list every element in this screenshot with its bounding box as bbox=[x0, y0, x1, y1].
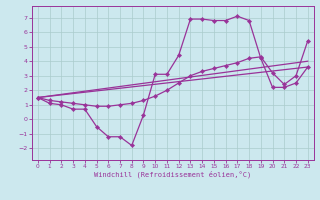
X-axis label: Windchill (Refroidissement éolien,°C): Windchill (Refroidissement éolien,°C) bbox=[94, 171, 252, 178]
